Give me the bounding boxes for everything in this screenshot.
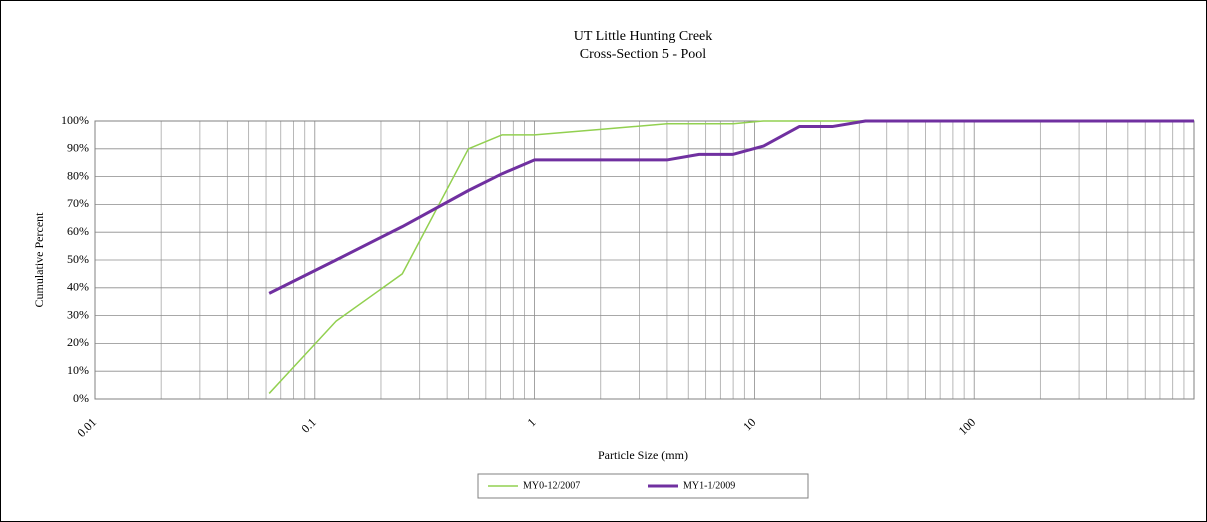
y-tick-label: 90% (67, 141, 89, 155)
y-tick-label: 10% (67, 363, 89, 377)
y-tick-label: 20% (67, 335, 89, 349)
legend-label: MY1-1/2009 (683, 480, 735, 491)
legend-label: MY0-12/2007 (523, 480, 580, 491)
chart-title: UT Little Hunting Creek (574, 29, 713, 44)
y-tick-label: 40% (67, 280, 89, 294)
y-tick-label: 70% (67, 196, 89, 210)
x-axis-label: Particle Size (mm) (598, 448, 688, 462)
y-tick-label: 30% (67, 307, 89, 321)
chart-subtitle: Cross-Section 5 - Pool (580, 47, 707, 62)
series-line (268, 120, 1194, 394)
series-line (268, 119, 1194, 295)
plot-frame (94, 120, 1195, 400)
y-axis-label: Cumulative Percent (32, 212, 46, 308)
legend-box (477, 473, 809, 499)
y-tick-label: 60% (67, 224, 89, 238)
y-tick-label: 80% (67, 168, 89, 182)
y-tick-label: 50% (67, 252, 89, 266)
y-tick-label: 100% (61, 113, 89, 127)
y-tick-label: 0% (73, 391, 89, 405)
